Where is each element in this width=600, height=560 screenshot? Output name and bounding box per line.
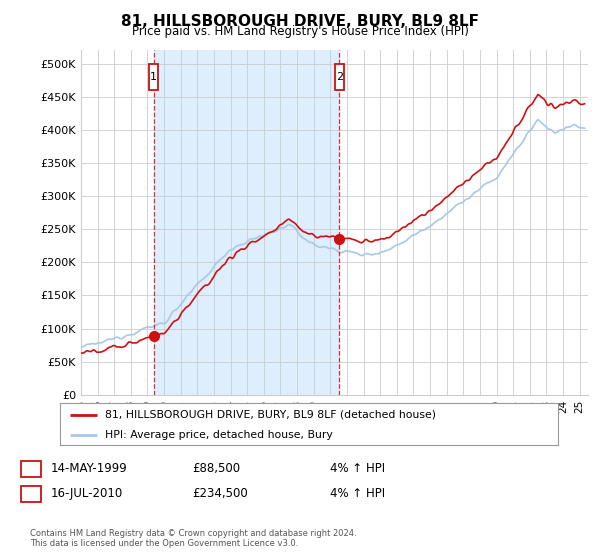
Text: 2: 2	[336, 72, 343, 82]
Text: £234,500: £234,500	[192, 487, 248, 501]
Text: 1: 1	[27, 462, 35, 475]
Text: 4% ↑ HPI: 4% ↑ HPI	[330, 462, 385, 475]
Text: 14-MAY-1999: 14-MAY-1999	[51, 462, 128, 475]
Text: This data is licensed under the Open Government Licence v3.0.: This data is licensed under the Open Gov…	[30, 539, 298, 548]
Text: Contains HM Land Registry data © Crown copyright and database right 2024.: Contains HM Land Registry data © Crown c…	[30, 529, 356, 538]
Bar	[154, 50, 340, 395]
Text: 16-JUL-2010: 16-JUL-2010	[51, 487, 123, 501]
Text: HPI: Average price, detached house, Bury: HPI: Average price, detached house, Bury	[105, 430, 332, 440]
FancyBboxPatch shape	[149, 64, 158, 90]
Text: 2: 2	[27, 487, 35, 501]
Text: 81, HILLSBOROUGH DRIVE, BURY, BL9 8LF (detached house): 81, HILLSBOROUGH DRIVE, BURY, BL9 8LF (d…	[105, 410, 436, 420]
Text: 1: 1	[150, 72, 157, 82]
Text: Price paid vs. HM Land Registry's House Price Index (HPI): Price paid vs. HM Land Registry's House …	[131, 25, 469, 38]
FancyBboxPatch shape	[335, 64, 344, 90]
Text: £88,500: £88,500	[192, 462, 240, 475]
Text: 81, HILLSBOROUGH DRIVE, BURY, BL9 8LF: 81, HILLSBOROUGH DRIVE, BURY, BL9 8LF	[121, 14, 479, 29]
Text: 4% ↑ HPI: 4% ↑ HPI	[330, 487, 385, 501]
